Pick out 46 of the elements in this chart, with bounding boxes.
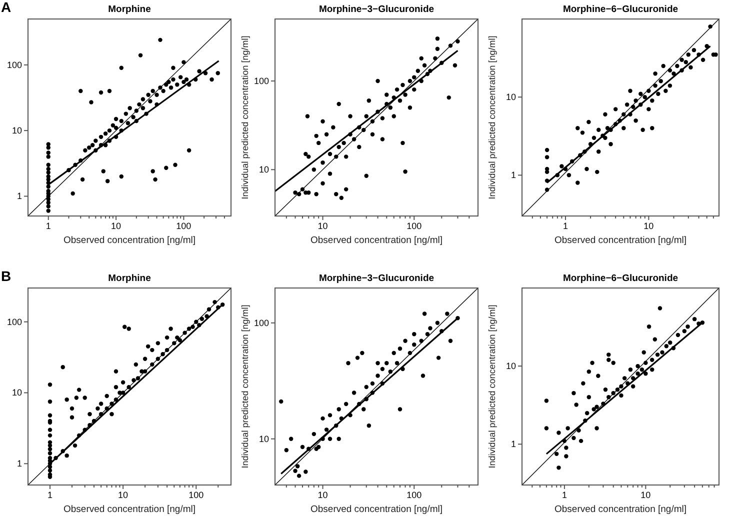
text: B [1,268,12,284]
text: A [1,0,12,15]
x-tick-label: 100 [188,490,204,500]
x-axis-title: Observed concentration [ng/ml] [554,504,687,515]
y-tick-label: 100 [6,60,22,70]
x-tick-label: 1 [562,490,567,500]
chart-title: Morphine−6−Glucuronide [562,4,678,15]
chart-title: Morphine−3−Glucuronide [318,273,434,284]
x-axis-title: Observed concentration [ng/ml] [554,235,687,246]
x-axis-title: Observed concentration [ng/ml] [63,235,196,246]
x-tick-label: 10 [644,221,654,231]
y-tick-label: 10 [506,92,516,102]
x-tick-label: 100 [176,221,192,231]
y-tick-label: 1 [16,191,22,202]
y-tick-label: 10 [258,434,269,444]
x-tick-label: 1 [46,221,51,231]
y-tick-label: 10 [12,388,22,398]
y-axis-title: Individual predicted concentration [ng/ml] [487,36,497,200]
x-tick-label: 10 [318,221,328,231]
y-tick-label: 10 [258,164,269,175]
x-tick-label: 100 [406,221,422,231]
x-tick-label: 10 [318,490,328,500]
x-tick-label: 1 [562,221,568,231]
y-tick-label: 10 [506,361,516,372]
y-axis-title: Individual predicted concentration [ng/ml] [240,304,250,468]
y-tick-label: 1 [510,170,516,180]
x-tick-label: 1 [47,490,53,500]
chart-title: Morphine−6−Glucuronide [562,273,678,284]
chart-title: Morphine−3−Glucuronide [318,4,434,15]
y-tick-label: 10 [12,126,22,136]
chart-title: Morphine [108,4,151,15]
y-tick-label: 100 [254,76,269,86]
y-tick-label: 1 [510,439,516,450]
x-axis-title: Observed concentration [ng/ml] [63,504,196,515]
y-tick-label: 1 [16,458,22,469]
y-tick-label: 100 [6,316,22,327]
y-axis-title: Individual predicted concentration [ng/ml] [487,304,497,468]
x-tick-label: 100 [406,490,422,500]
x-tick-label: 10 [118,490,128,500]
x-axis-title: Observed concentration [ng/ml] [310,235,443,246]
y-axis-title: Individual predicted concentration [ng/ml] [240,36,250,200]
x-tick-label: 10 [640,490,651,500]
y-tick-label: 100 [254,318,269,328]
x-tick-label: 10 [111,221,122,231]
chart-title: Morphine [108,273,151,284]
x-axis-title: Observed concentration [ng/ml] [310,504,443,515]
